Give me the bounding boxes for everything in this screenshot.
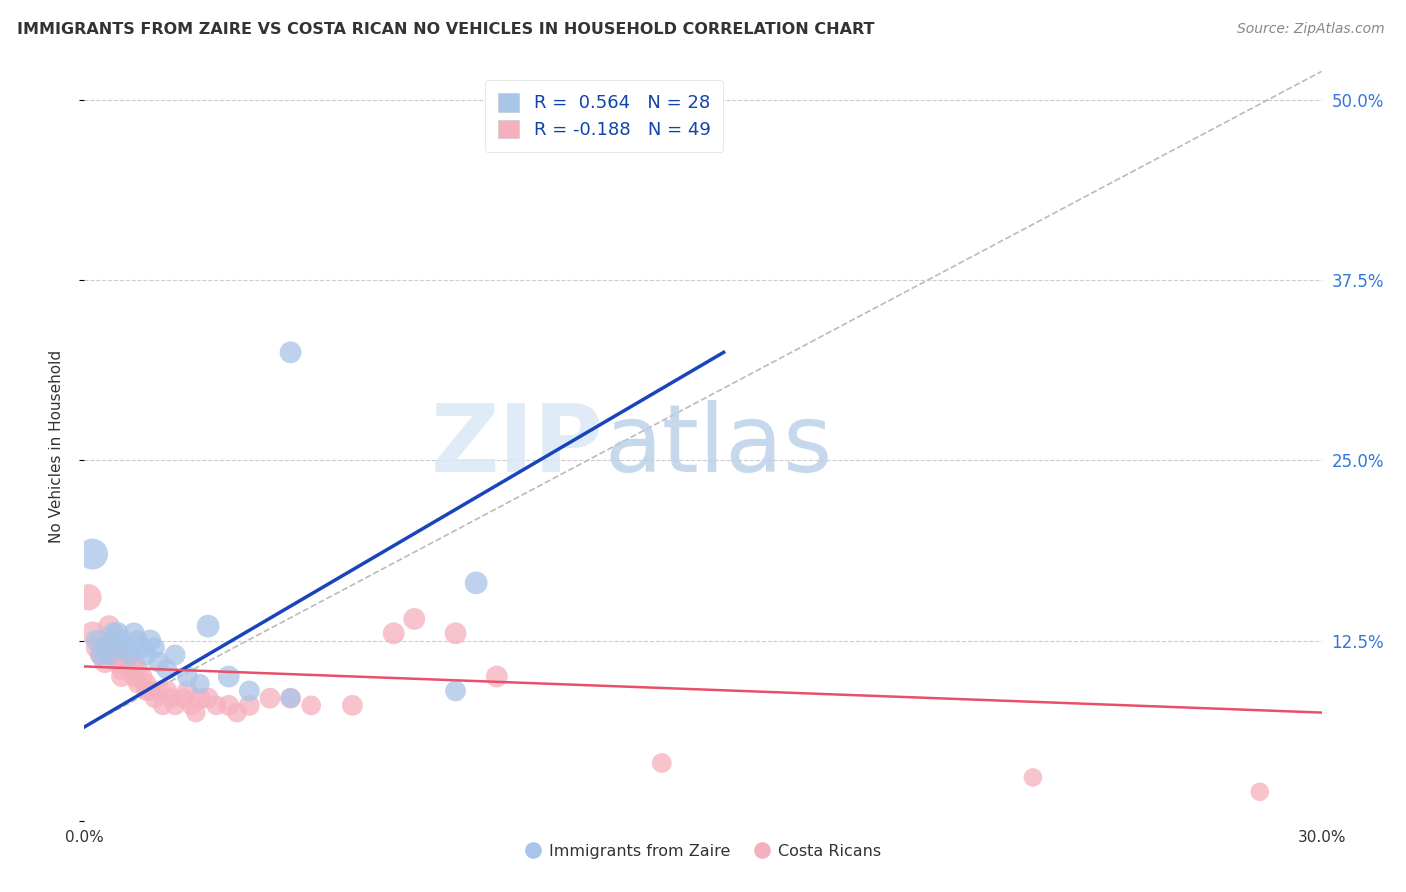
- Point: [382, 626, 405, 640]
- Point: [280, 691, 302, 706]
- Point: [238, 698, 260, 713]
- Point: [485, 669, 508, 683]
- Point: [122, 626, 145, 640]
- Point: [160, 691, 183, 706]
- Point: [444, 684, 467, 698]
- Point: [143, 640, 166, 655]
- Point: [465, 575, 488, 590]
- Point: [77, 591, 100, 605]
- Point: [103, 626, 125, 640]
- Y-axis label: No Vehicles in Household: No Vehicles in Household: [49, 350, 63, 542]
- Point: [299, 698, 322, 713]
- Point: [143, 691, 166, 706]
- Point: [103, 633, 125, 648]
- Point: [82, 547, 104, 561]
- Point: [127, 633, 149, 648]
- Text: ZIP: ZIP: [432, 400, 605, 492]
- Point: [280, 345, 302, 359]
- Point: [131, 669, 153, 683]
- Point: [122, 655, 145, 669]
- Point: [98, 648, 121, 662]
- Point: [98, 619, 121, 633]
- Point: [110, 633, 132, 648]
- Point: [131, 640, 153, 655]
- Point: [148, 655, 170, 669]
- Point: [135, 677, 157, 691]
- Point: [86, 633, 108, 648]
- Point: [139, 633, 162, 648]
- Point: [118, 662, 141, 676]
- Point: [172, 691, 194, 706]
- Point: [156, 662, 179, 676]
- Point: [90, 648, 112, 662]
- Point: [114, 648, 136, 662]
- Point: [218, 669, 240, 683]
- Point: [148, 684, 170, 698]
- Point: [156, 684, 179, 698]
- Legend: Immigrants from Zaire, Costa Ricans: Immigrants from Zaire, Costa Ricans: [519, 838, 887, 865]
- Point: [404, 612, 426, 626]
- Point: [280, 691, 302, 706]
- Point: [188, 677, 211, 691]
- Point: [139, 684, 162, 698]
- Point: [90, 648, 112, 662]
- Point: [342, 698, 364, 713]
- Point: [94, 655, 117, 669]
- Point: [184, 706, 207, 720]
- Point: [259, 691, 281, 706]
- Text: Source: ZipAtlas.com: Source: ZipAtlas.com: [1237, 22, 1385, 37]
- Point: [218, 698, 240, 713]
- Point: [238, 684, 260, 698]
- Point: [188, 691, 211, 706]
- Point: [1022, 771, 1045, 785]
- Point: [94, 640, 117, 655]
- Point: [105, 655, 128, 669]
- Point: [197, 691, 219, 706]
- Point: [176, 669, 198, 683]
- Point: [197, 619, 219, 633]
- Point: [1249, 785, 1271, 799]
- Point: [122, 669, 145, 683]
- Text: IMMIGRANTS FROM ZAIRE VS COSTA RICAN NO VEHICLES IN HOUSEHOLD CORRELATION CHART: IMMIGRANTS FROM ZAIRE VS COSTA RICAN NO …: [17, 22, 875, 37]
- Point: [176, 684, 198, 698]
- Point: [105, 640, 128, 655]
- Point: [118, 648, 141, 662]
- Point: [105, 626, 128, 640]
- Point: [86, 640, 108, 655]
- Point: [82, 626, 104, 640]
- Point: [180, 698, 202, 713]
- Point: [135, 648, 157, 662]
- Text: atlas: atlas: [605, 400, 832, 492]
- Point: [226, 706, 249, 720]
- Point: [127, 662, 149, 676]
- Point: [165, 648, 187, 662]
- Point: [114, 640, 136, 655]
- Point: [110, 662, 132, 676]
- Point: [165, 698, 187, 713]
- Point: [444, 626, 467, 640]
- Point: [205, 698, 228, 713]
- Point: [651, 756, 673, 770]
- Point: [103, 648, 125, 662]
- Point: [127, 677, 149, 691]
- Point: [110, 669, 132, 683]
- Point: [152, 698, 174, 713]
- Point: [135, 684, 157, 698]
